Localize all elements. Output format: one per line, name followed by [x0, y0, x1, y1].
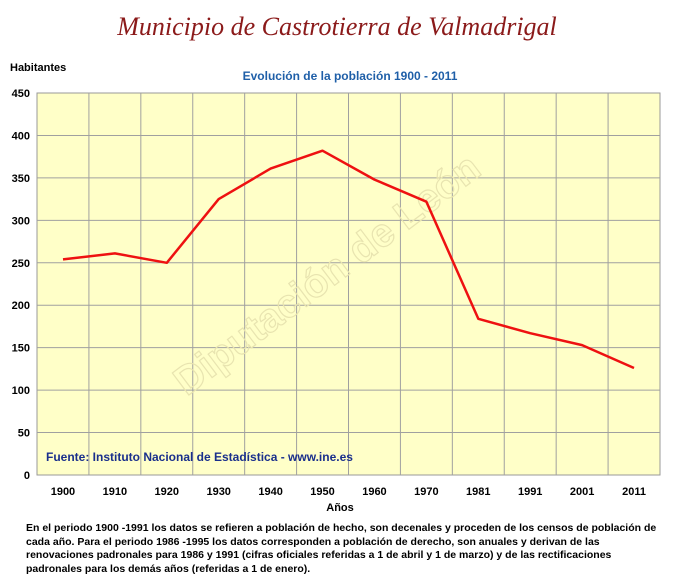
x-tick-label: 1910 [103, 486, 127, 498]
y-tick-label: 50 [18, 428, 30, 440]
y-tick-label: 200 [12, 300, 30, 312]
x-tick-label: 1940 [258, 486, 282, 498]
x-tick-label: 1930 [206, 486, 230, 498]
x-tick-label: 1920 [155, 486, 179, 498]
footnote: En el periodo 1900 -1991 los datos se re… [26, 522, 657, 575]
y-tick-label: 450 [12, 88, 30, 100]
y-axis-label: Habitantes [10, 62, 66, 74]
source-note: Fuente: Instituto Nacional de Estadístic… [46, 450, 353, 464]
x-tick-label: 2001 [570, 486, 594, 498]
y-tick-label: 0 [24, 470, 30, 482]
y-tick-label: 300 [12, 215, 30, 227]
gridlines [37, 93, 660, 475]
main-title: Municipio de Castrotierra de Valmadrigal [117, 12, 557, 41]
y-tick-label: 150 [12, 343, 30, 355]
x-tick-labels: 1900 1910 1920 1930 1940 1950 1960 1970 1981 1991… [51, 486, 646, 498]
population-chart: Habitantes Evolución de la población 190… [10, 62, 661, 514]
x-tick-label: 1900 [51, 486, 75, 498]
y-tick-label: 400 [12, 130, 30, 142]
x-tick-label: 1981 [466, 486, 490, 498]
y-tick-labels: 0 50 100 150 200 250 300 350 400 450 [12, 88, 30, 482]
chart-title: Evolución de la población 1900 - 2011 [243, 69, 458, 83]
y-tick-label: 350 [12, 173, 30, 185]
x-tick-label: 1970 [414, 486, 438, 498]
series-line-habitantes [62, 149, 635, 370]
x-tick-label: 1950 [310, 486, 334, 498]
x-tick-label: 2011 [622, 486, 646, 498]
x-axis-label: Años [326, 502, 354, 514]
y-tick-label: 250 [12, 258, 30, 270]
x-tick-label: 1960 [362, 486, 386, 498]
x-tick-label: 1991 [518, 486, 542, 498]
y-tick-label: 100 [12, 385, 30, 397]
